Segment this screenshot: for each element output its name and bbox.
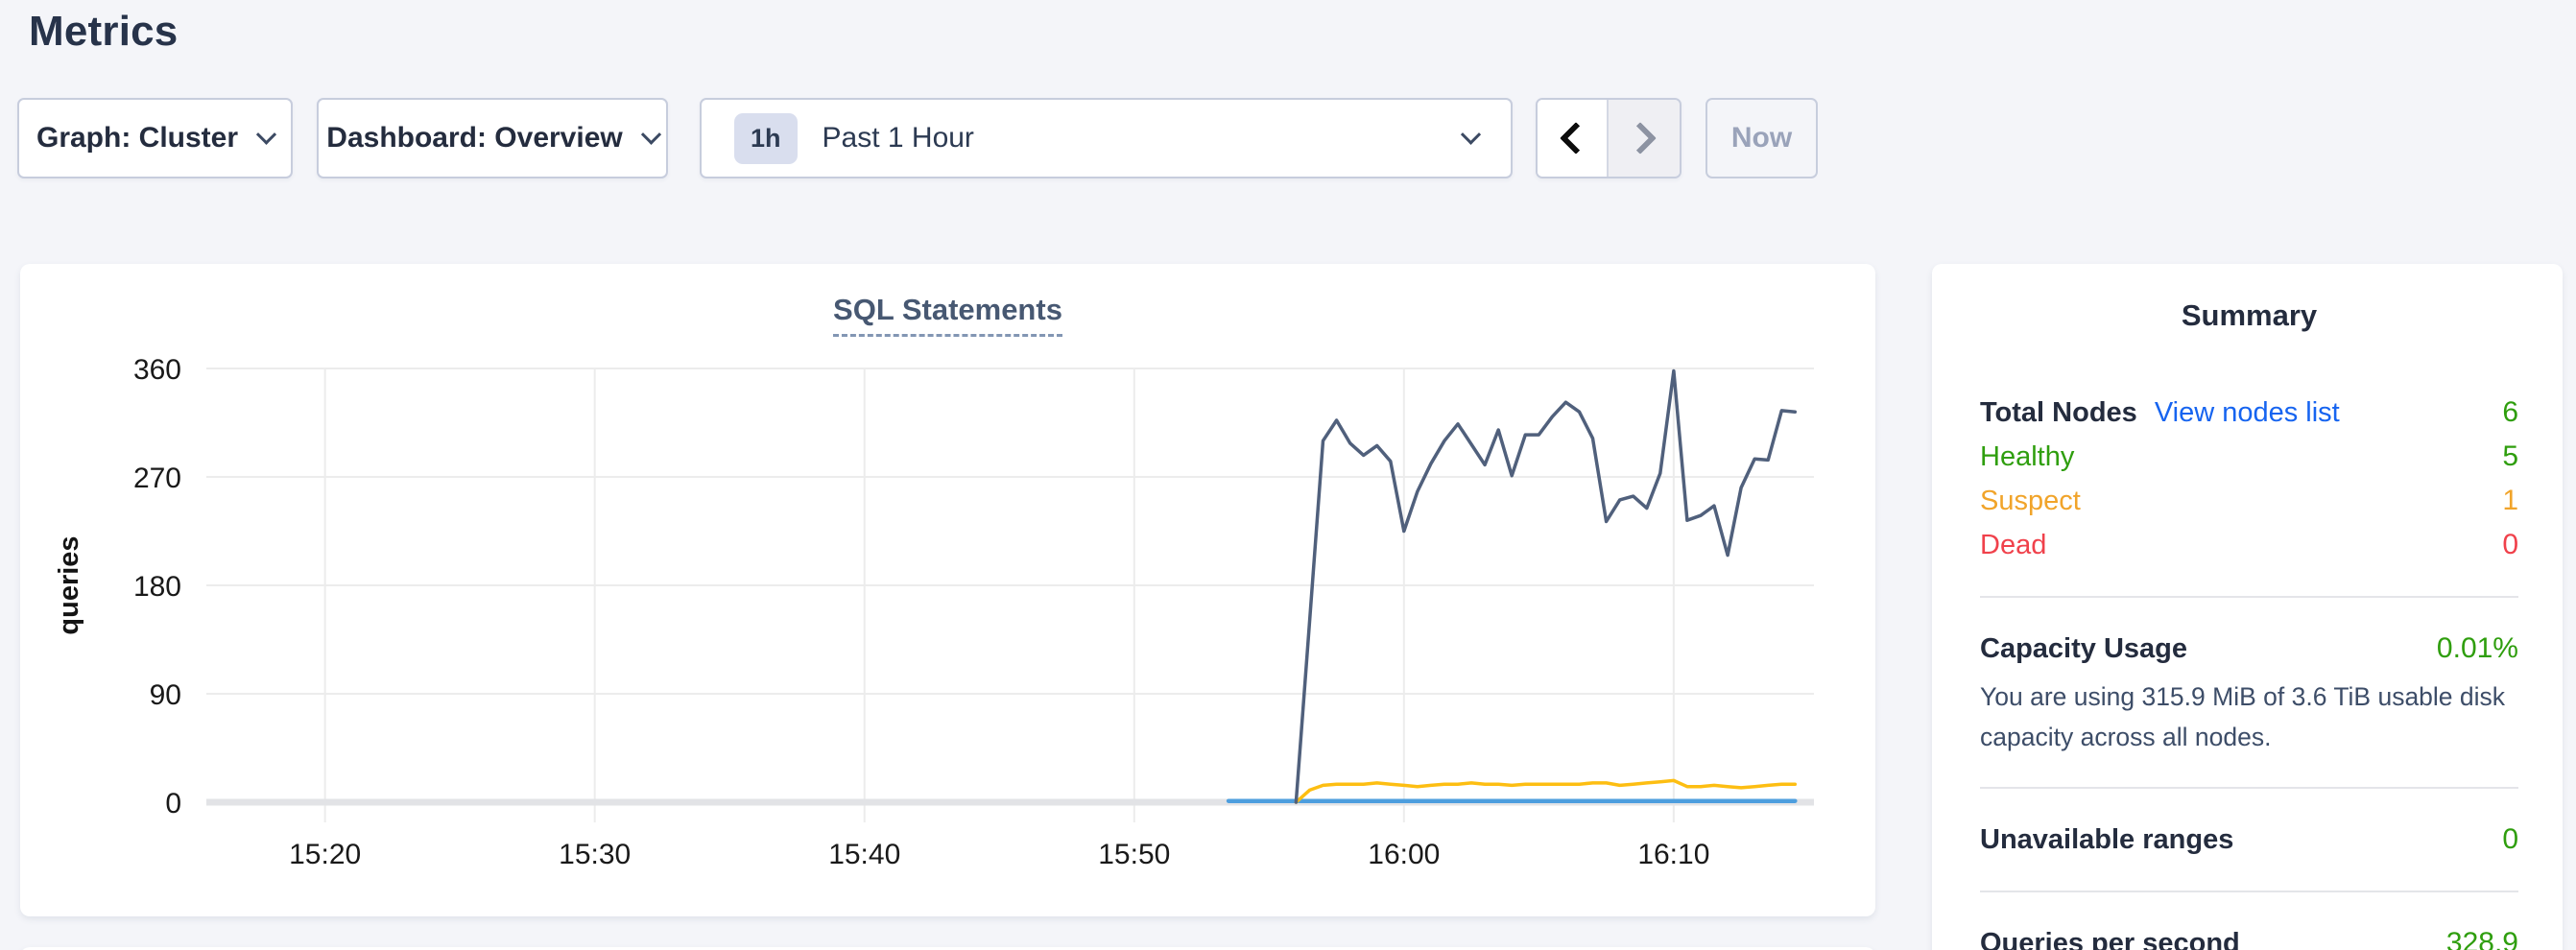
queries-per-second-label: Queries per second	[1980, 927, 2240, 950]
total-nodes-row: Total Nodes View nodes list 6	[1980, 391, 2518, 435]
y-axis-label: queries	[54, 535, 84, 634]
next-time-button[interactable]	[1609, 100, 1680, 177]
total-nodes-label: Total Nodes	[1980, 397, 2137, 428]
metrics-toolbar: Graph: Cluster Dashboard: Overview 1h Pa…	[17, 98, 2576, 178]
series-line-dark-slate-blue	[1294, 368, 1798, 804]
y-tick-label: 360	[133, 354, 181, 386]
sql-statements-card: SQL Statements 15:20 15:30 15:40 15:50 16:00…	[20, 264, 1875, 916]
now-button[interactable]: Now	[1705, 98, 1818, 178]
queries-per-second-row: Queries per second 328.9	[1980, 921, 2518, 950]
next-chart-card	[20, 947, 1875, 950]
chart-title[interactable]: SQL Statements	[833, 293, 1062, 337]
chevron-down-icon	[640, 124, 661, 145]
capacity-usage-label: Capacity Usage	[1980, 633, 2187, 664]
dashboard-dropdown-label: Dashboard: Overview	[326, 122, 623, 154]
unavailable-ranges-row: Unavailable ranges 0	[1980, 818, 2518, 862]
time-range-badge: 1h	[734, 112, 798, 164]
x-tick-label: 15:20	[289, 839, 361, 870]
y-tick-label: 180	[133, 571, 181, 603]
capacity-usage-row: Capacity Usage 0.01%	[1980, 627, 2518, 671]
unavailable-ranges-value: 0	[2502, 822, 2518, 855]
chevron-right-icon	[1624, 122, 1657, 154]
time-range-label: Past 1 Hour	[822, 122, 974, 154]
graph-dropdown-label: Graph: Cluster	[36, 122, 239, 154]
dead-label: Dead	[1980, 530, 2047, 560]
chevron-down-icon	[1460, 124, 1482, 145]
series-line-yellow	[1294, 778, 1798, 804]
y-tick-label: 0	[165, 788, 181, 819]
capacity-usage-description: You are using 315.9 MiB of 3.6 TiB usabl…	[1980, 682, 2506, 752]
healthy-label: Healthy	[1980, 441, 2075, 472]
chevron-left-icon	[1560, 122, 1592, 154]
divider	[1980, 786, 2518, 789]
suspect-value: 1	[2502, 485, 2518, 516]
divider	[1980, 596, 2518, 598]
charts-column: SQL Statements 15:20 15:30 15:40 15:50 16:00…	[20, 264, 1875, 950]
view-nodes-list-link[interactable]: View nodes list	[2154, 397, 2340, 428]
x-tick-label: 15:50	[1098, 839, 1170, 870]
unavailable-ranges-label: Unavailable ranges	[1980, 823, 2234, 855]
prev-time-button[interactable]	[1538, 100, 1609, 177]
total-nodes-value: 6	[2502, 396, 2518, 428]
dashboard-dropdown[interactable]: Dashboard: Overview	[317, 98, 668, 178]
sql-statements-chart: 15:20 15:30 15:40 15:50 16:00 16:10 0 90 180 270 3…	[54, 354, 1814, 870]
summary-card: Summary Total Nodes View nodes list 6 He…	[1932, 264, 2563, 950]
page-title: Metrics	[29, 8, 179, 55]
divider	[1980, 890, 2518, 892]
chevron-down-icon	[255, 124, 277, 145]
time-step-buttons	[1536, 98, 1682, 178]
node-status-row-suspect: Suspect 1	[1980, 479, 2518, 523]
x-tick-label: 15:30	[559, 839, 631, 870]
x-tick-label: 16:10	[1637, 839, 1709, 870]
x-tick-label: 16:00	[1368, 839, 1440, 870]
node-status-row-dead: Dead 0	[1980, 523, 2518, 567]
healthy-value: 5	[2502, 440, 2518, 472]
y-tick-label: 270	[133, 463, 181, 494]
graph-dropdown[interactable]: Graph: Cluster	[17, 98, 293, 178]
y-tick-label: 90	[150, 679, 181, 711]
main-content: SQL Statements 15:20 15:30 15:40 15:50 16:00…	[20, 264, 2563, 950]
suspect-label: Suspect	[1980, 486, 2081, 516]
capacity-usage-value: 0.01%	[2436, 632, 2518, 664]
summary-title: Summary	[2181, 298, 2318, 332]
queries-per-second-value: 328.9	[2445, 926, 2518, 950]
x-tick-label: 15:40	[828, 839, 900, 870]
dead-value: 0	[2502, 529, 2518, 560]
time-range-selector[interactable]: 1h Past 1 Hour	[700, 98, 1513, 178]
node-status-row-healthy: Healthy 5	[1980, 435, 2518, 479]
